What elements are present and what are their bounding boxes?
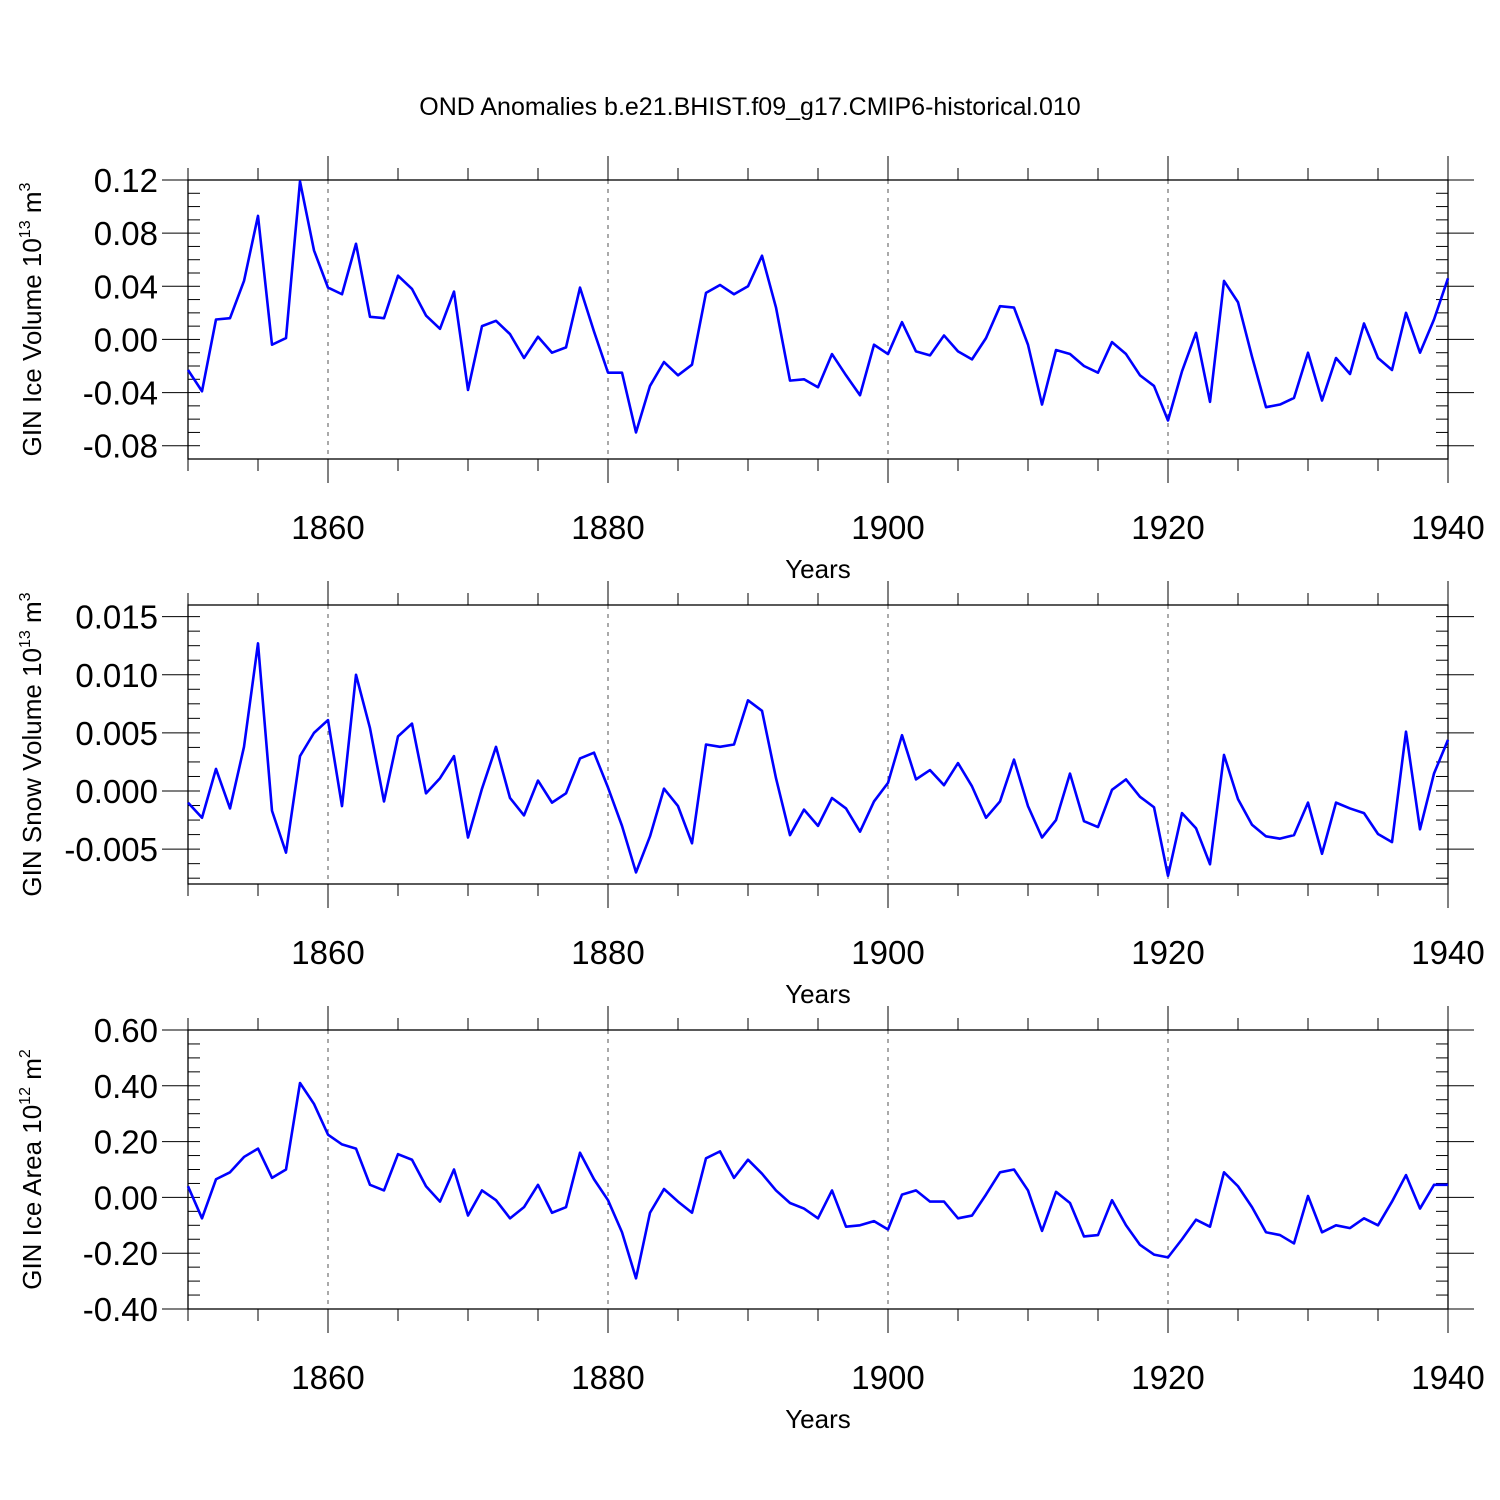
- y-tick-label: -0.40: [83, 1291, 158, 1328]
- x-tick-label: 1920: [1131, 1359, 1204, 1396]
- panels: 0.12 0.08 0.04 0.00 -0.04 -0.08 1860 1880 1900 19…: [17, 156, 1485, 1434]
- x-axis-label: Years: [785, 979, 851, 1009]
- x-axis-label: Years: [785, 1404, 851, 1434]
- x-tick-label: 1900: [851, 509, 924, 546]
- y-axis-label: GIN Snow Volume 1013 m3: [17, 592, 47, 896]
- x-axis-label: Years: [785, 554, 851, 584]
- y-tick-label: -0.08: [83, 428, 158, 465]
- x-tick-label: 1860: [291, 934, 364, 971]
- y-tick-label: 0.010: [75, 657, 158, 694]
- panel-2: 0.015 0.010 0.005 0.000 -0.005 1860 1880 1900 19…: [17, 581, 1485, 1009]
- panel-3: 0.60 0.40 0.20 0.00 -0.20 -0.40 1860 1880 1900 19…: [17, 1006, 1485, 1434]
- plot-frame: [187, 1029, 1449, 1310]
- x-tick-label: 1860: [291, 509, 364, 546]
- y-tick-label: -0.04: [83, 375, 158, 412]
- series-line: [186, 1081, 1448, 1280]
- y-tick-label: 0.04: [94, 268, 158, 305]
- x-tick-label: 1920: [1131, 509, 1204, 546]
- x-tick-label: 1880: [571, 1359, 644, 1396]
- x-tick-label: 1880: [571, 509, 644, 546]
- y-tick-label: -0.20: [83, 1235, 158, 1272]
- y-tick-label: 0.015: [75, 599, 158, 636]
- y-axis-label: GIN Ice Volume 1013 m3: [17, 182, 47, 456]
- y-tick-label: 0.40: [94, 1068, 158, 1105]
- y-axis-label: GIN Ice Area 1012 m2: [17, 1049, 47, 1290]
- x-tick-label: 1900: [851, 1359, 924, 1396]
- y-tick-label: 0.00: [94, 321, 158, 358]
- y-tick-label: -0.005: [64, 831, 158, 868]
- y-tick-label: 0.20: [94, 1124, 158, 1161]
- x-tick-label: 1880: [571, 934, 644, 971]
- series-line: [187, 642, 1450, 878]
- y-tick-label: 0.005: [75, 715, 158, 752]
- x-tick-label: 1900: [851, 934, 924, 971]
- y-tick-label: 0.12: [94, 162, 158, 199]
- y-tick-label: 0.08: [94, 215, 158, 252]
- x-tick-label: 1940: [1411, 509, 1484, 546]
- x-tick-label: 1920: [1131, 934, 1204, 971]
- series-line: [186, 180, 1450, 434]
- y-tick-label: 0.60: [94, 1012, 158, 1049]
- y-tick-label: 0.000: [75, 773, 158, 810]
- y-tick-label: 0.00: [94, 1179, 158, 1216]
- x-tick-label: 1940: [1411, 1359, 1484, 1396]
- x-tick-label: 1940: [1411, 934, 1484, 971]
- figure-title: OND Anomalies b.e21.BHIST.f09_g17.CMIP6-…: [419, 93, 1080, 121]
- panel-1: 0.12 0.08 0.04 0.00 -0.04 -0.08 1860 1880 1900 19…: [17, 156, 1485, 584]
- x-tick-label: 1860: [291, 1359, 364, 1396]
- plot-frame: [187, 604, 1449, 885]
- plot-frame: [187, 179, 1449, 460]
